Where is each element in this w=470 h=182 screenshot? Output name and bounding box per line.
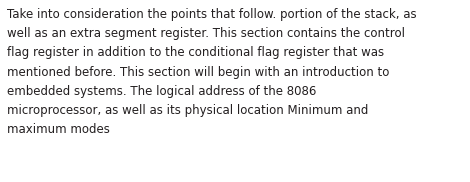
Text: Take into consideration the points that follow. portion of the stack, as
well as: Take into consideration the points that …: [7, 8, 416, 136]
